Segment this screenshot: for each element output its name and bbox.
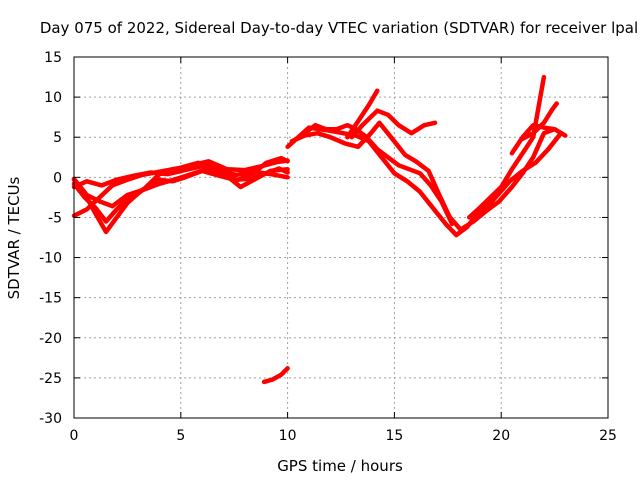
y-tick-label: -5	[48, 210, 62, 226]
series-line-arc-6	[261, 366, 290, 385]
x-tick-label: 15	[385, 428, 403, 444]
y-tick-label: 10	[44, 90, 62, 106]
x-axis: 0 5 10 15 20 25	[70, 57, 617, 444]
chart-title: Day 075 of 2022, Sidereal Day-to-day VTE…	[40, 19, 638, 37]
x-tick-label: 25	[599, 428, 617, 444]
series-layer	[71, 74, 568, 385]
y-axis: 15 10 5 0 -5 -10 -15 -20 -25 -30	[39, 50, 608, 427]
grid	[74, 57, 608, 418]
y-tick-label: -15	[39, 291, 62, 307]
plot-frame	[73, 56, 609, 419]
y-tick-label: 0	[53, 170, 62, 186]
x-tick-label: 10	[279, 428, 297, 444]
series-line-arc-8	[289, 120, 557, 232]
x-tick-label: 0	[70, 428, 79, 444]
series-line-arc-11	[302, 122, 455, 227]
y-tick-label: -10	[39, 251, 62, 267]
series-line-arc-12	[466, 74, 547, 220]
series-line-arc-10	[349, 108, 438, 140]
y-axis-label: SDTVAR / TECUs	[5, 176, 23, 299]
series-line-arc-4	[71, 163, 290, 190]
y-tick-label: -25	[39, 371, 62, 387]
x-axis-label: GPS time / hours	[277, 457, 403, 475]
x-tick-label: 20	[492, 428, 510, 444]
y-tick-label: 5	[53, 130, 62, 146]
y-tick-label: -30	[39, 411, 62, 427]
series-line-arc-5	[71, 167, 290, 209]
series-line-arc-14	[520, 101, 559, 142]
y-tick-label: -20	[39, 331, 62, 347]
y-tick-label: 15	[44, 50, 62, 66]
x-tick-label: 5	[176, 428, 185, 444]
